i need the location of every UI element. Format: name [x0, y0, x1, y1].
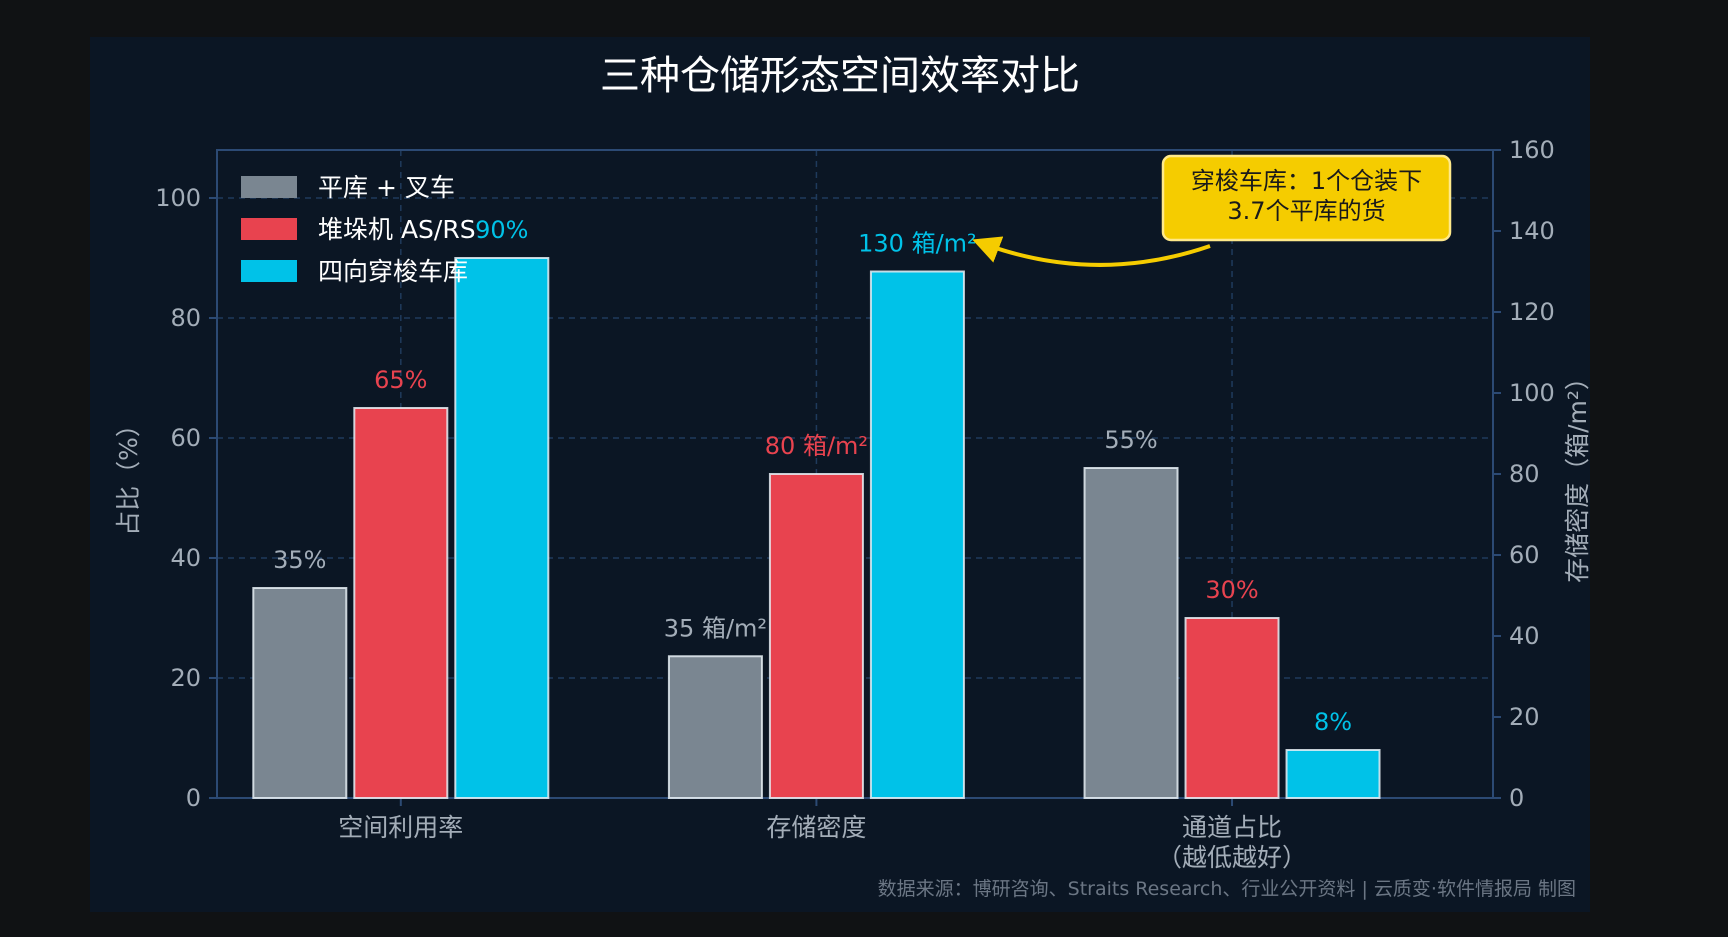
data-label: 35% [273, 546, 326, 574]
y-left-tick-label: 60 [170, 424, 201, 452]
annotation-text: 穿梭车库：1个仓装下 [1191, 167, 1422, 195]
bar [667, 655, 763, 799]
x-tick-label: （越低越好） [1157, 843, 1307, 872]
legend-label: 四向穿梭车库 [318, 257, 468, 286]
y-left-tick-label: 80 [170, 304, 201, 332]
bar [252, 587, 348, 799]
data-label: 80 箱/m² [765, 432, 868, 460]
data-label: 55% [1104, 426, 1157, 454]
bar [353, 407, 449, 799]
bar [768, 473, 864, 799]
data-label: 35 箱/m² [664, 614, 767, 642]
legend-swatch [241, 176, 297, 198]
bar [1184, 617, 1280, 799]
bar [1083, 467, 1179, 799]
bar [454, 257, 550, 799]
x-tick-label: 通道占比 [1182, 813, 1282, 842]
annotation-box [1161, 154, 1452, 242]
source-note: 数据来源：博研咨询、Straits Research、行业公开资料 | 云质变·… [878, 878, 1576, 900]
chart-title: 三种仓储形态空间效率对比 [600, 53, 1080, 99]
y-right-tick-label: 60 [1509, 541, 1540, 569]
data-label: 130 箱/m² [858, 230, 977, 258]
annotation-arrow [972, 236, 1211, 267]
y-right-tick-label: 0 [1509, 784, 1524, 812]
y-left-tick-label: 20 [170, 664, 201, 692]
legend-swatch [241, 260, 297, 282]
legend-swatch [241, 218, 297, 240]
y-left-axis-title: 占比（%） [114, 412, 143, 536]
x-tick-label: 空间利用率 [338, 813, 463, 842]
data-label: 65% [374, 366, 427, 394]
data-label: 30% [1205, 576, 1258, 604]
y-right-tick-label: 80 [1509, 460, 1540, 488]
data-label: 8% [1314, 708, 1352, 736]
y-right-tick-label: 120 [1509, 298, 1555, 326]
y-right-tick-label: 140 [1509, 217, 1555, 245]
legend-label: 平库 + 叉车 [318, 173, 455, 202]
annotation-text: 3.7个平库的货 [1227, 197, 1385, 225]
x-tick-label: 存储密度 [766, 813, 866, 842]
y-right-tick-label: 160 [1509, 136, 1555, 164]
data-label: 90% [475, 216, 528, 244]
bar [1285, 749, 1381, 799]
y-left-tick-label: 100 [155, 184, 201, 212]
legend-label: 堆垛机 AS/RS [318, 215, 476, 244]
y-left-tick-label: 40 [170, 544, 201, 572]
y-right-axis-title: 存储密度（箱/m²） [1563, 365, 1592, 583]
y-left-tick-label: 0 [186, 784, 201, 812]
y-right-tick-label: 100 [1509, 379, 1555, 407]
y-right-tick-label: 20 [1509, 703, 1540, 731]
bar [869, 270, 965, 799]
y-right-tick-label: 40 [1509, 622, 1540, 650]
